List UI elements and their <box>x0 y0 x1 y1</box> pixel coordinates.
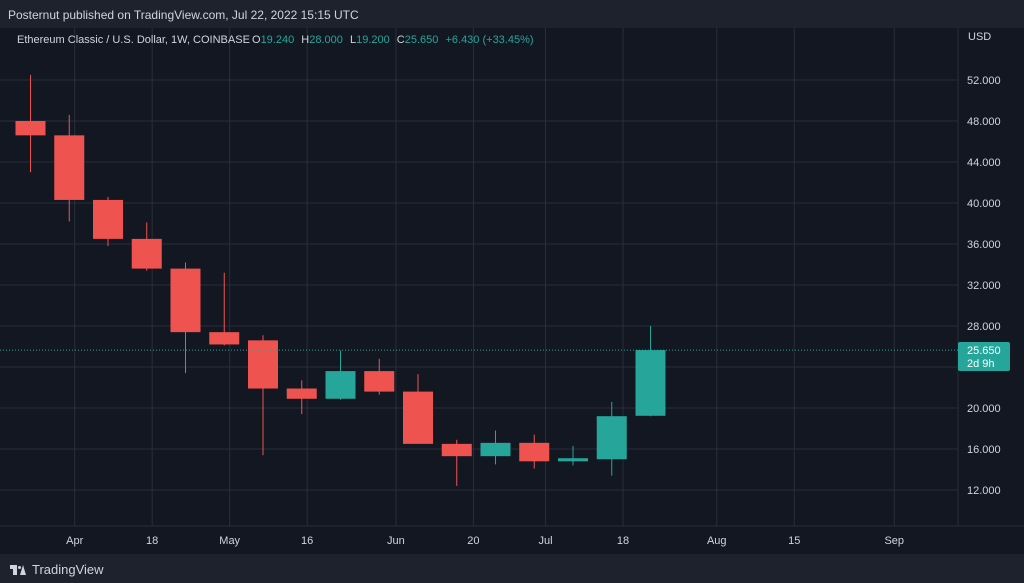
x-tick-label: 20 <box>467 535 479 547</box>
candle-body <box>15 121 46 136</box>
legend-ohlc: O19.240 H28.000 L19.200 C25.650 +6.430 (… <box>252 34 534 46</box>
x-tick-label: Sep <box>884 535 904 547</box>
last-price-value: 25.650 <box>967 345 1001 357</box>
publish-header: Posternut published on TradingView.com, … <box>0 0 1024 28</box>
footer: TradingView <box>0 554 1024 583</box>
candle-body <box>248 340 278 389</box>
brand-name: TradingView <box>32 562 104 577</box>
price-axis[interactable]: 52.000 48.000 44.000 40.000 36.000 32.000 28.0… <box>957 28 1001 526</box>
y-tick-label: 52.000 <box>967 75 1001 87</box>
y-tick-label: 12.000 <box>967 485 1001 497</box>
x-tick-label: Jul <box>538 535 552 547</box>
candle-body <box>325 371 356 399</box>
y-tick-label: 36.000 <box>967 239 1001 251</box>
legend-close-value: 25.650 <box>405 34 439 46</box>
candle-body <box>364 371 395 392</box>
x-tick-label: 16 <box>301 535 313 547</box>
currency-label: USD <box>968 31 991 43</box>
candle-body <box>286 388 317 399</box>
chart-area[interactable]: 52.000 48.000 44.000 40.000 36.000 32.000 28.0… <box>0 28 1024 554</box>
countdown-value: 2d 9h <box>967 358 995 370</box>
legend-open-value: 19.240 <box>261 34 295 46</box>
x-tick-label: 18 <box>617 535 629 547</box>
candle-body <box>480 442 511 457</box>
x-tick-label: Aug <box>707 535 727 547</box>
candle-body <box>93 199 123 239</box>
legend-low-value: 19.200 <box>356 34 390 46</box>
x-tick-label: 18 <box>146 535 158 547</box>
legend-symbol: Ethereum Classic / U.S. Dollar, 1W, COIN… <box>17 34 250 46</box>
x-tick-label: 15 <box>788 535 800 547</box>
time-axis[interactable]: Apr 18 May 16 Jun 20 Jul 18 Aug 15 Sep <box>0 525 1024 547</box>
candle-body <box>519 442 550 462</box>
candle-body <box>209 332 240 345</box>
tradingview-logo[interactable]: TradingView <box>10 562 104 577</box>
y-tick-label: 44.000 <box>967 157 1001 169</box>
y-tick-label: 28.000 <box>967 321 1001 333</box>
grid-lines <box>0 28 958 526</box>
candle-body <box>635 350 666 416</box>
legend-high-label: H <box>301 34 309 46</box>
y-tick-label: 40.000 <box>967 198 1001 210</box>
candles <box>15 74 666 486</box>
candle-body <box>403 391 433 444</box>
legend-change: +6.430 (+33.45%) <box>445 34 533 46</box>
candle-body <box>170 268 201 333</box>
candle-body <box>54 135 85 200</box>
candle-body <box>441 443 472 457</box>
candle-body <box>596 416 627 460</box>
x-tick-label: Apr <box>66 535 83 547</box>
x-tick-label: Jun <box>387 535 405 547</box>
legend-close-label: C <box>397 34 405 46</box>
y-tick-label: 20.000 <box>967 403 1001 415</box>
candle-body <box>558 458 588 462</box>
publish-info: Posternut published on TradingView.com, … <box>8 8 359 22</box>
legend-low-label: L <box>350 34 356 46</box>
legend-high-value: 28.000 <box>309 34 343 46</box>
candlestick-chart[interactable]: 52.000 48.000 44.000 40.000 36.000 32.000 28.0… <box>0 28 1024 554</box>
y-tick-label: 32.000 <box>967 280 1001 292</box>
last-price-tag: 25.650 2d 9h <box>958 342 1010 371</box>
tradingview-icon <box>10 564 26 575</box>
y-tick-label: 16.000 <box>967 444 1001 456</box>
candle-body <box>131 238 162 269</box>
legend-open-label: O <box>252 34 261 46</box>
y-tick-label: 48.000 <box>967 116 1001 128</box>
x-tick-label: May <box>219 535 240 547</box>
